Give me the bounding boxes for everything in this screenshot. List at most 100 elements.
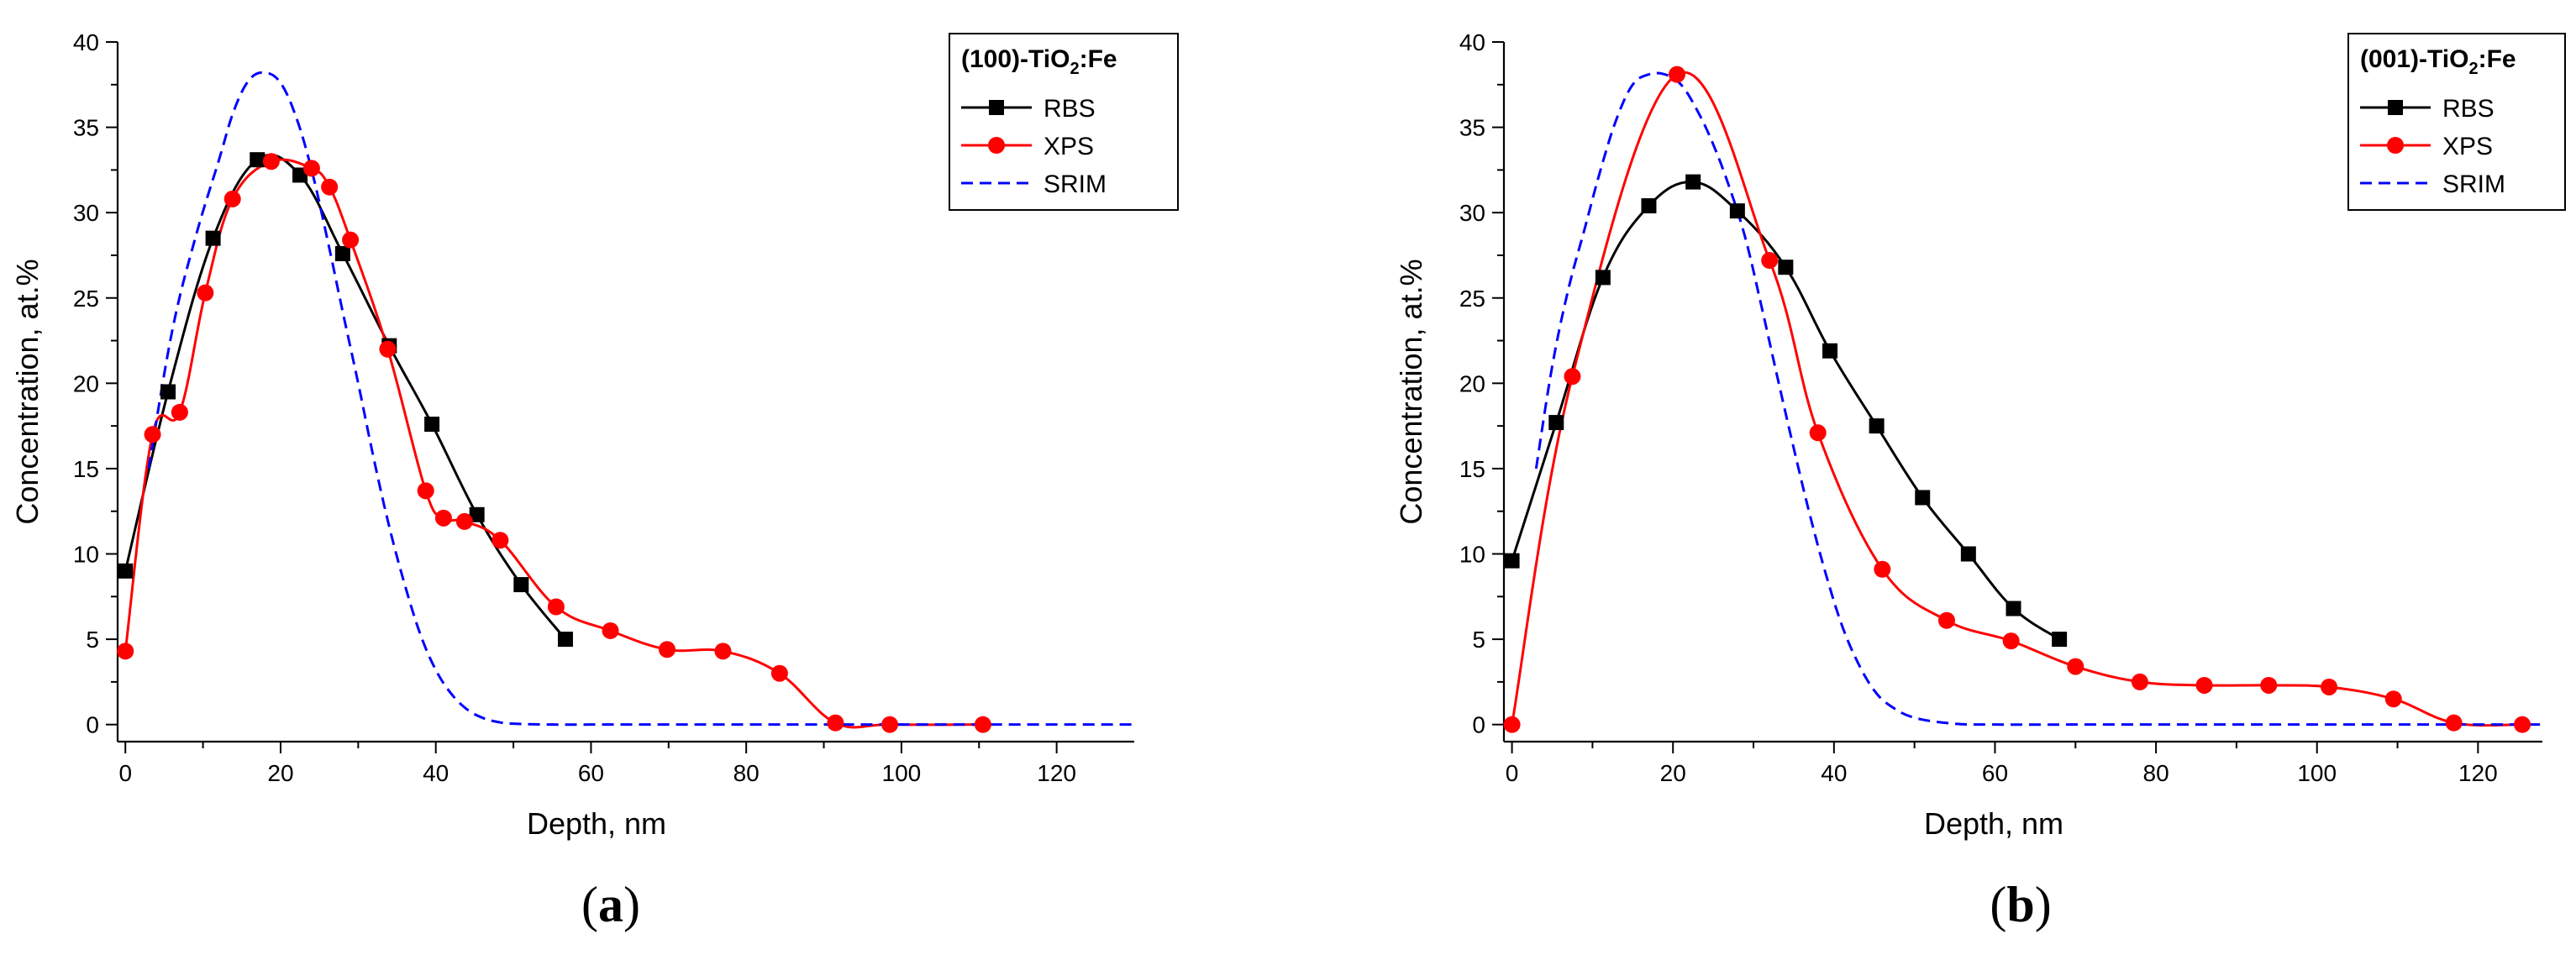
chart-panel-b: 0 20 40 60 80 100 120 0 5 10 15 20 25 30 35 40 Depth, nm… — [1394, 29, 2566, 932]
srim-legend-label: SRIM — [1044, 170, 1107, 198]
x-axis-title: Depth, nm — [527, 806, 666, 841]
x-tick-label: 20 — [1660, 760, 1686, 786]
x-tick-label: 0 — [118, 760, 132, 786]
rbs-point — [334, 245, 350, 261]
y-axis-title: Concentration, at.% — [1394, 259, 1428, 524]
xps-point — [144, 426, 161, 443]
xps-point — [2384, 690, 2402, 708]
xps-point — [2067, 658, 2084, 675]
xps-point — [117, 643, 134, 660]
legend-title: (001)-TiO2:Fe — [2360, 45, 2516, 78]
y-tick-label: 10 — [1459, 542, 1485, 568]
rbs-point — [1915, 490, 1931, 506]
rbs-point — [292, 167, 308, 183]
xps-legend-label: XPS — [1044, 133, 1094, 160]
xps-point — [2195, 676, 2213, 694]
xps-point — [770, 664, 788, 682]
rbs-point — [205, 230, 221, 246]
xps-point — [321, 178, 339, 196]
rbs-point — [1778, 260, 1794, 275]
y-tick-label: 0 — [86, 712, 99, 738]
xps-point — [658, 641, 676, 658]
y-tick-label: 25 — [1459, 286, 1485, 312]
y-tick-label: 20 — [1459, 370, 1485, 396]
xps-point — [223, 190, 241, 207]
x-tick-label: 80 — [733, 760, 760, 786]
rbs-point — [1869, 418, 1885, 434]
rbs-point — [1729, 203, 1745, 219]
rbs-point — [1685, 174, 1701, 190]
xps-legend-marker — [988, 137, 1005, 154]
legend-box — [949, 33, 1179, 211]
xps-series-line — [124, 158, 983, 729]
y-tick-label: 30 — [1459, 200, 1485, 226]
y-tick-label: 40 — [73, 29, 99, 55]
xps-point — [1564, 368, 1581, 386]
xps-point — [1937, 611, 1955, 629]
rbs-point — [1595, 270, 1611, 286]
x-tick-label: 120 — [1037, 760, 1076, 786]
xps-legend-label: XPS — [2442, 133, 2493, 160]
rbs-point — [160, 384, 176, 400]
xps-point — [2131, 673, 2148, 690]
y-tick-label: 5 — [86, 627, 99, 653]
rbs-point — [2006, 601, 2021, 616]
y-tick-label: 40 — [1459, 29, 1485, 55]
xps-point — [342, 231, 360, 249]
rbs-point — [1504, 553, 1520, 569]
xps-point — [1874, 560, 1891, 578]
xps-point — [2002, 632, 2020, 650]
rbs-point — [469, 506, 485, 522]
legend-title: (100)-TiO2:Fe — [961, 45, 1117, 78]
x-tick-label: 100 — [882, 760, 922, 786]
rbs-point — [424, 417, 440, 433]
y-tick-label: 5 — [1472, 627, 1485, 653]
rbs-point — [557, 632, 573, 648]
xps-point — [1809, 424, 1827, 442]
y-axis-title: Concentration, at.% — [10, 259, 45, 524]
rbs-legend-label: RBS — [2442, 95, 2495, 123]
xps-point — [262, 153, 280, 170]
x-tick-label: 100 — [2297, 760, 2337, 786]
srim-legend-label: SRIM — [2442, 170, 2505, 198]
x-tick-label: 20 — [267, 760, 293, 786]
rbs-legend-marker — [2388, 100, 2403, 115]
xps-point — [974, 716, 991, 733]
y-tick-label: 20 — [73, 370, 99, 396]
xps-point — [1503, 716, 1521, 733]
rbs-point — [2052, 632, 2068, 648]
panel-label: (a) — [581, 877, 640, 932]
y-tick-label: 25 — [73, 286, 99, 312]
xps-point — [171, 403, 188, 421]
x-tick-label: 80 — [2143, 760, 2169, 786]
rbs-point — [250, 152, 265, 168]
xps-point — [547, 598, 565, 616]
rbs-point — [1822, 343, 1838, 359]
rbs-point — [1960, 546, 1976, 562]
legend: (001)-TiO2:Fe RBS XPS SRIM — [2347, 33, 2566, 211]
y-tick-label: 30 — [73, 200, 99, 226]
legend: (100)-TiO2:Fe RBS XPS SRIM — [949, 33, 1179, 211]
panel-label: (b) — [1990, 877, 2051, 932]
xps-point — [2514, 716, 2531, 733]
rbs-point — [1641, 198, 1657, 214]
xps-point — [417, 482, 434, 500]
y-tick-label: 10 — [73, 542, 99, 568]
xps-point — [434, 509, 452, 527]
xps-point — [2321, 678, 2338, 695]
xps-point — [379, 340, 397, 358]
xps-point — [714, 643, 732, 660]
xps-point — [455, 512, 473, 530]
xps-point — [881, 716, 899, 733]
rbs-point — [513, 577, 529, 593]
y-tick-label: 35 — [1459, 115, 1485, 141]
x-axis-title: Depth, nm — [1924, 806, 2063, 841]
x-tick-label: 0 — [1506, 760, 1519, 786]
legend-box — [2347, 33, 2566, 211]
y-tick-label: 15 — [1459, 456, 1485, 482]
xps-point — [827, 714, 844, 732]
x-tick-label: 40 — [423, 760, 449, 786]
rbs-legend-label: RBS — [1044, 95, 1096, 123]
xps-point — [2445, 714, 2463, 732]
